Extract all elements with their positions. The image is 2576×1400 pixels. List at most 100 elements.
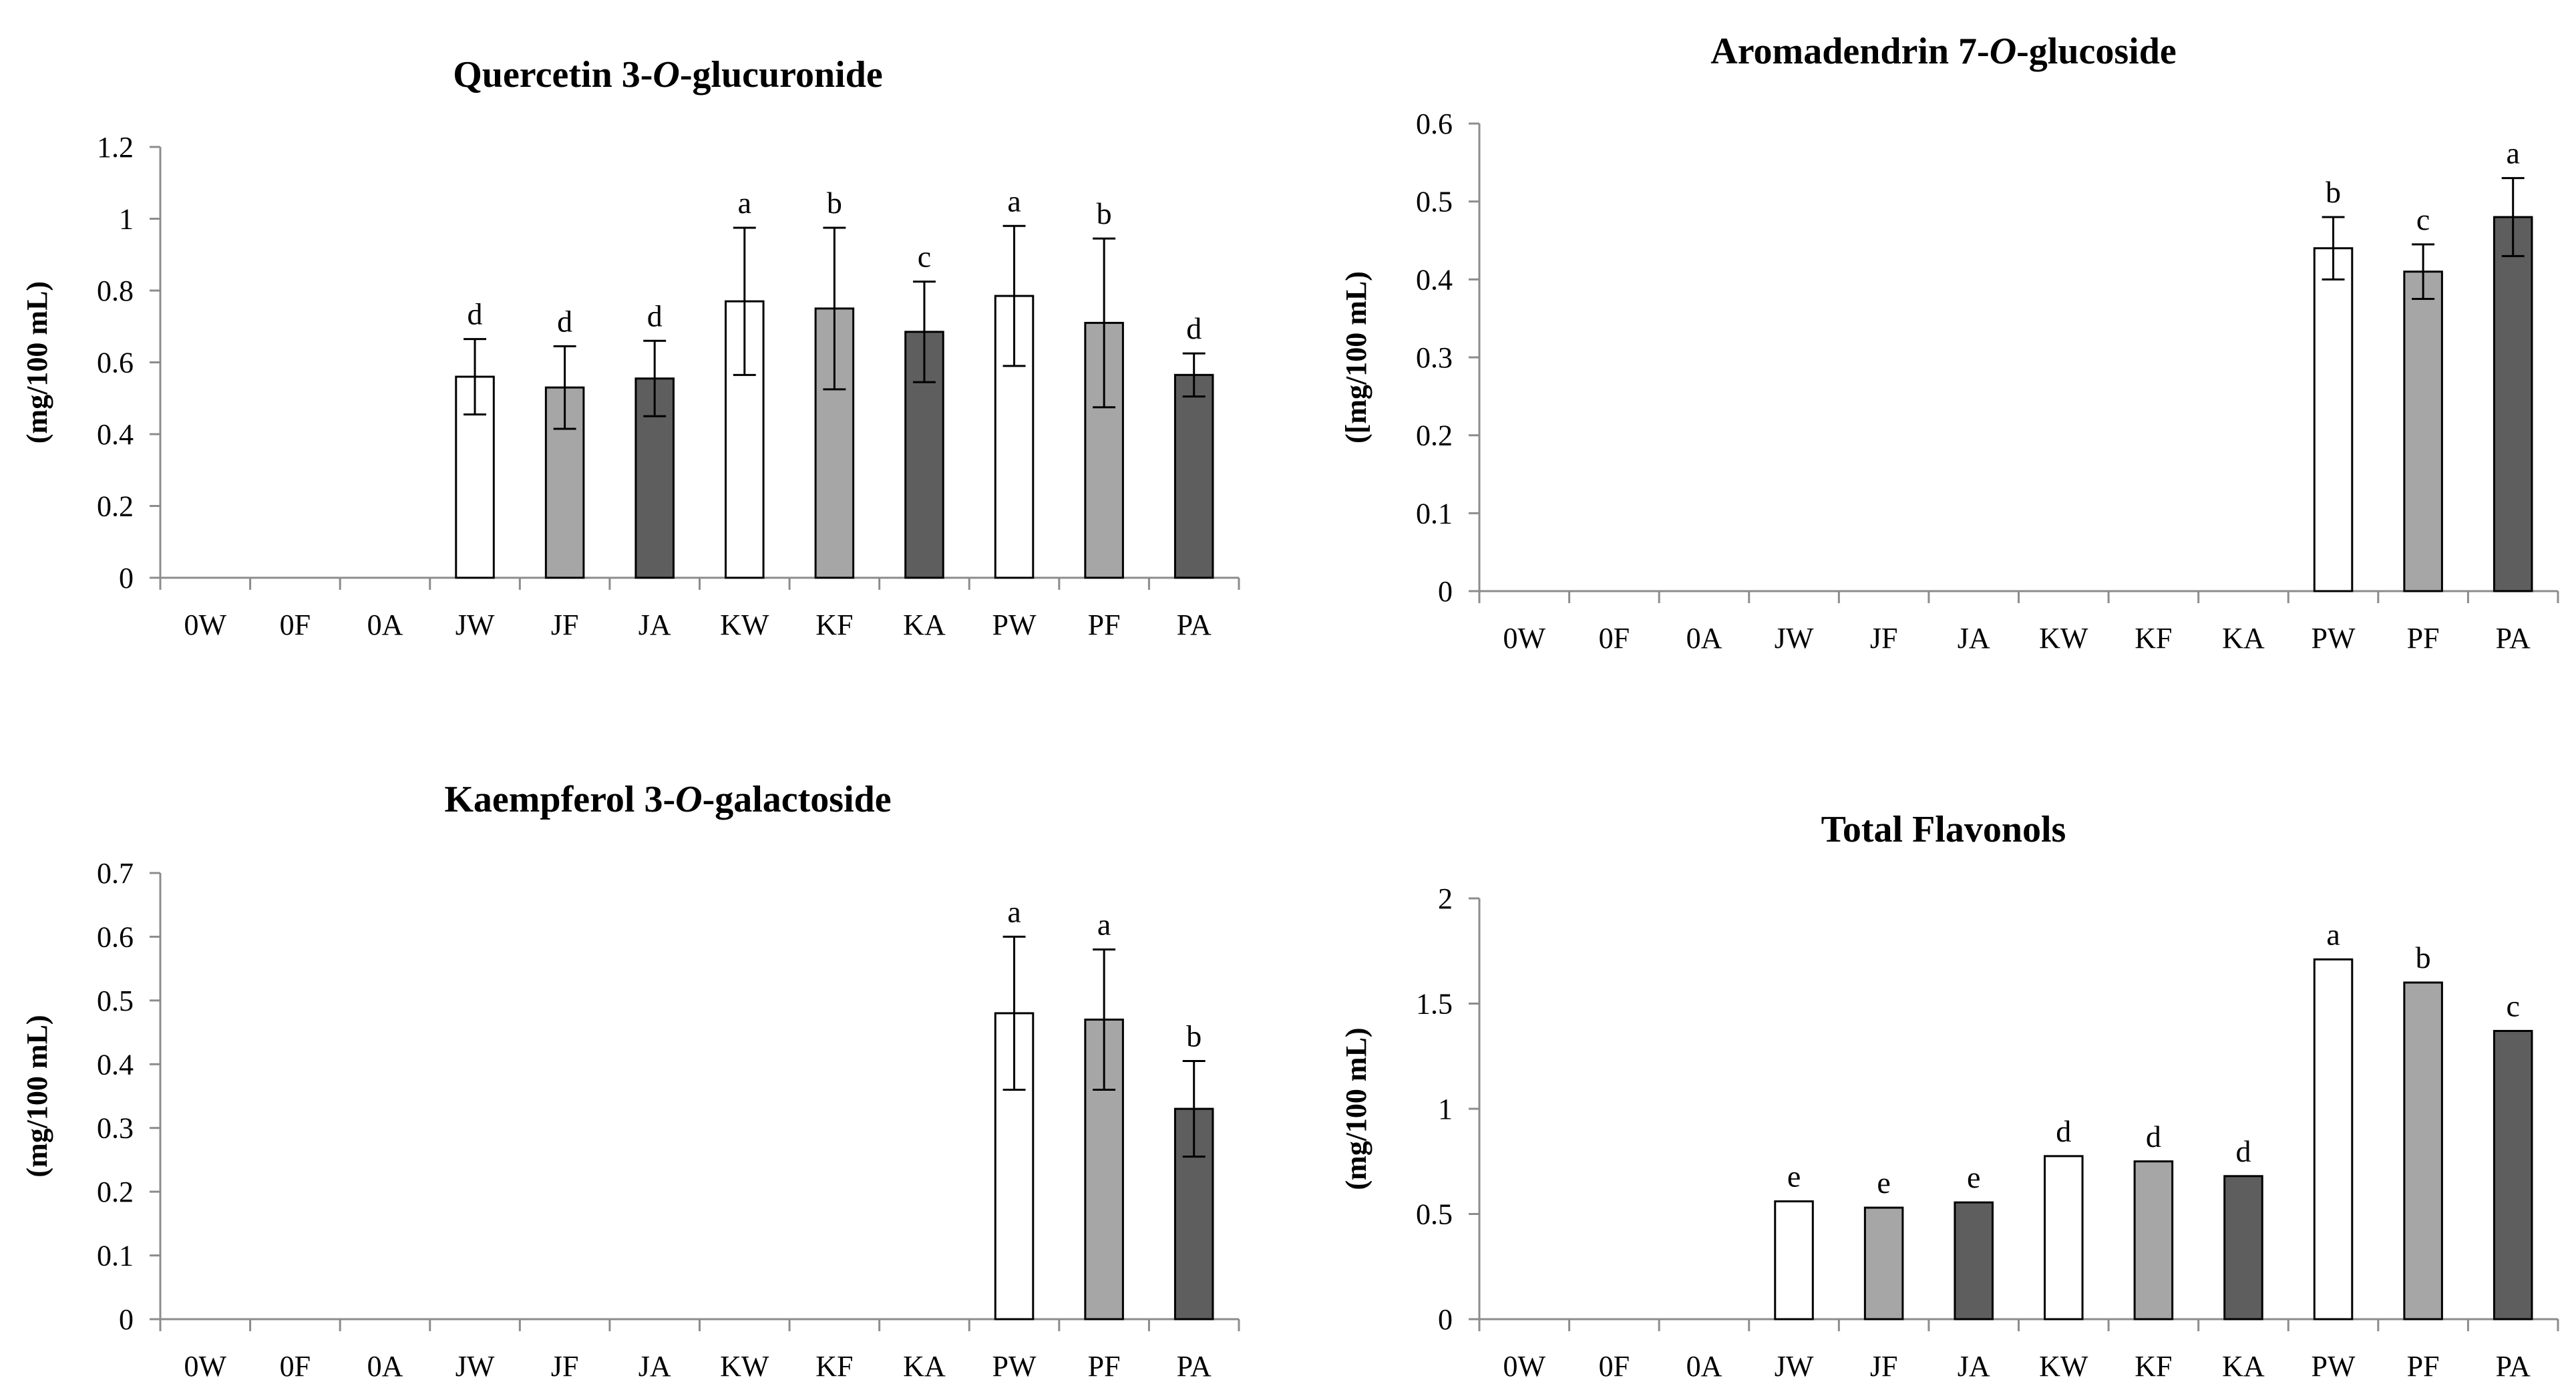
chart-panel-1: Quercetin 3-O-glucuronide (mg/100 mL) 0 0.2… (21, 54, 1240, 641)
significance-letter: a (738, 186, 751, 220)
x-tick-label: JF (1870, 1350, 1898, 1383)
y-tick-label: 0.5 (1416, 1198, 1453, 1231)
x-tick-label: JA (1958, 1350, 1990, 1383)
x-tick-label: 0W (184, 608, 227, 641)
x-tick-label: PW (2312, 622, 2356, 655)
bar-PA (1173, 373, 1214, 579)
y-tick-label: 0.8 (97, 275, 134, 307)
significance-letter: b (2326, 175, 2341, 209)
x-tick-label: 0A (367, 1350, 403, 1383)
x-tick-label: PF (2407, 1350, 2440, 1383)
chart-panel-4: Total Flavonols (mg/100 mL) 0 0.5 1 1.5 2 0W 0F 0… (1340, 809, 2559, 1383)
y-tick-label: 1.2 (97, 131, 134, 164)
y-tick-label: 1 (119, 203, 134, 236)
y-tick-label: 0.1 (97, 1240, 134, 1272)
x-tick-label: JW (455, 608, 495, 641)
significance-letter: e (1787, 1160, 1801, 1194)
bar-KF (2133, 1160, 2174, 1321)
y-tick-label: 0.7 (97, 857, 134, 890)
x-tick-label: PF (1088, 1350, 1121, 1383)
bar-KW (2044, 1155, 2084, 1321)
significance-letter: c (2506, 989, 2519, 1023)
x-tick-label: 0W (184, 1350, 227, 1383)
significance-letter: a (1007, 184, 1021, 218)
x-tick-label: 0W (1503, 1350, 1546, 1383)
bar-PF (2403, 271, 2443, 592)
significance-letter: b (2416, 940, 2431, 975)
x-tick-label: 0F (1599, 622, 1630, 655)
y-tick-label: 0 (119, 562, 134, 594)
y-tick-label: 1 (1438, 1093, 1453, 1125)
bar-JA (1954, 1201, 1994, 1321)
bar-PF (2403, 981, 2443, 1321)
significance-letter: d (468, 297, 483, 331)
x-tick-label: JW (455, 1350, 495, 1383)
x-tick-label: KA (2222, 622, 2265, 655)
significance-letter: e (1967, 1160, 1980, 1194)
x-tick-label: PW (992, 608, 1037, 641)
x-tick-label: JA (638, 1350, 671, 1383)
y-tick-label: 0.5 (1416, 186, 1453, 218)
y-tick-label: 0.5 (97, 985, 134, 1017)
x-tick-label: KA (903, 608, 946, 641)
x-tick-label: 0A (367, 608, 403, 641)
x-tick-label: 0F (280, 608, 311, 641)
significance-letter: a (2326, 917, 2340, 951)
x-tick-label: KA (903, 1350, 946, 1383)
x-tick-label: JW (1775, 622, 1814, 655)
significance-letter: d (647, 299, 663, 333)
x-tick-label: JF (551, 1350, 579, 1383)
x-tick-label: 0F (1599, 1350, 1630, 1383)
chart-panel-3: Kaempferol 3-O-galactoside (mg/100 mL) 0 0.… (21, 779, 1240, 1383)
bar-PW (2313, 247, 2354, 592)
y-axis-label: (mg/100 mL) (1340, 1027, 1372, 1190)
significance-letter: c (2416, 202, 2430, 236)
significance-letter: c (918, 240, 931, 274)
bar-PA (2493, 1029, 2533, 1321)
y-tick-label: 1.5 (1416, 988, 1453, 1021)
x-tick-label: PF (1088, 608, 1121, 641)
y-tick-label: 2 (1438, 882, 1453, 915)
x-tick-label: JF (1870, 622, 1898, 655)
significance-letter: b (1097, 196, 1112, 230)
chart-title: Aromadendrin 7-O-glucoside (1710, 31, 2176, 72)
significance-letter: d (2056, 1114, 2071, 1148)
x-tick-label: KF (815, 608, 853, 641)
bar-PW (2313, 958, 2354, 1321)
significance-letter: a (1007, 894, 1021, 928)
x-tick-label: PF (2407, 622, 2440, 655)
chart-panel-2: Aromadendrin 7-O-glucoside ([mg/100 mL) 0 0… (1340, 31, 2559, 655)
y-tick-label: 0.4 (97, 1048, 134, 1081)
y-tick-label: 0.3 (97, 1112, 134, 1145)
bar-JW (1774, 1200, 1814, 1321)
significance-letter: a (1097, 908, 1111, 942)
y-tick-label: 0.4 (97, 418, 134, 451)
bar-JF (1863, 1206, 1904, 1321)
significance-letter: d (2146, 1119, 2161, 1154)
x-tick-label: JA (1958, 622, 1990, 655)
x-tick-label: 0F (280, 1350, 311, 1383)
y-tick-label: 0.6 (1416, 108, 1453, 140)
x-tick-label: PA (1177, 608, 1212, 641)
significance-letter: d (2235, 1134, 2251, 1168)
significance-letter: e (1877, 1166, 1890, 1200)
x-tick-label: PA (2496, 622, 2531, 655)
significance-letter: a (2506, 136, 2519, 170)
x-tick-label: KF (2135, 1350, 2172, 1383)
significance-letter: d (1186, 311, 1202, 345)
y-tick-label: 0.4 (1416, 263, 1453, 296)
chart-title: Quercetin 3-O-glucuronide (453, 54, 882, 96)
y-tick-label: 0.6 (97, 920, 134, 953)
significance-letter: d (557, 304, 572, 338)
x-tick-label: KW (720, 608, 769, 641)
x-tick-label: KF (2135, 622, 2172, 655)
x-tick-label: KW (720, 1350, 769, 1383)
y-tick-label: 0 (1438, 1303, 1453, 1336)
significance-letter: b (827, 186, 842, 220)
x-tick-label: KF (815, 1350, 853, 1383)
x-tick-label: JA (638, 608, 671, 641)
x-tick-label: JW (1775, 1350, 1814, 1383)
y-tick-label: 0 (1438, 575, 1453, 608)
x-tick-label: KW (2039, 622, 2088, 655)
